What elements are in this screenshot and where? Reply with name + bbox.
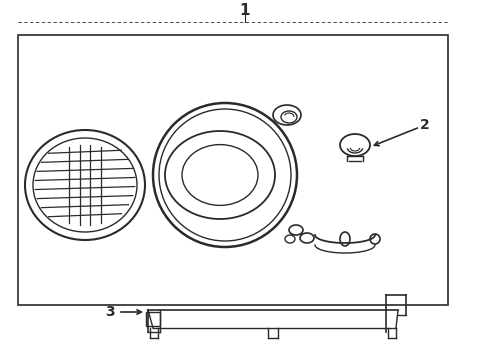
Text: 3: 3 [105,305,115,319]
Text: 2: 2 [420,118,430,132]
Text: 1: 1 [240,3,250,18]
Bar [146,312,160,326]
Bar [18,35,448,305]
